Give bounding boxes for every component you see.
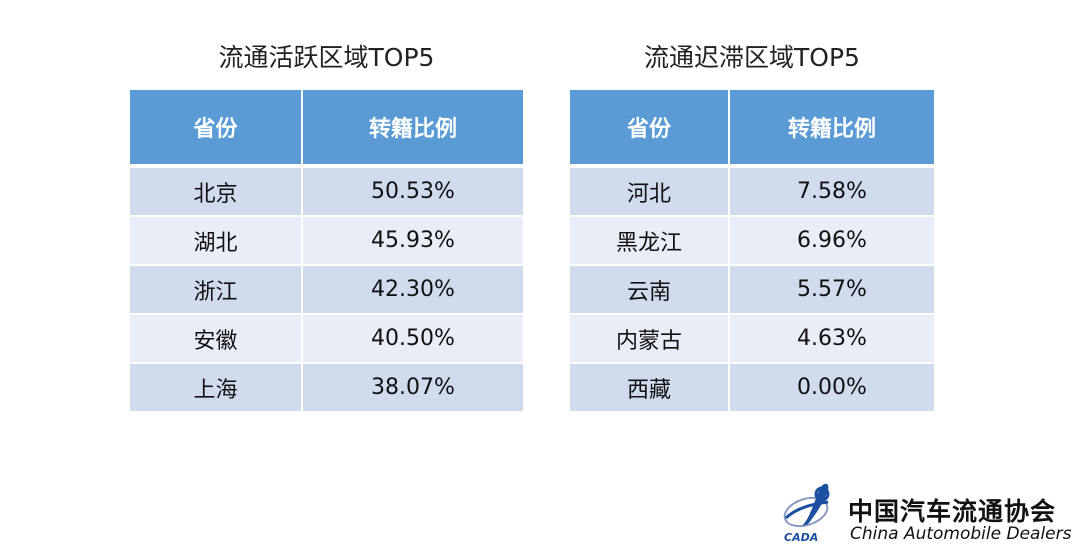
ratio-cell: 40.50% [303,315,523,364]
ratio-cell: 45.93% [303,217,523,266]
table-row: 北京 50.53% [130,168,523,217]
left-table: 省份 转籍比例 北京 50.53% 湖北 45.93% 浙江 42.30% 安徽… [130,90,523,413]
province-cell: 湖北 [130,217,303,266]
header-ratio: 转籍比例 [730,90,934,168]
table-header-row: 省份 转籍比例 [570,90,934,168]
province-cell: 安徽 [130,315,303,364]
province-cell: 云南 [570,266,730,315]
table-row: 河北 7.58% [570,168,934,217]
province-cell: 内蒙古 [570,315,730,364]
province-cell: 河北 [570,168,730,217]
cada-mark-text: CADA [784,531,818,544]
table-row: 安徽 40.50% [130,315,523,364]
table-header-row: 省份 转籍比例 [130,90,523,168]
logo-name-en: China Automobile Dealers [850,524,1072,544]
right-table: 省份 转籍比例 河北 7.58% 黑龙江 6.96% 云南 5.57% 内蒙古 … [570,90,934,413]
ratio-cell: 50.53% [303,168,523,217]
table-row: 黑龙江 6.96% [570,217,934,266]
ratio-cell: 4.63% [730,315,934,364]
cada-emblem-icon: CADA [783,483,830,544]
province-cell: 上海 [130,364,303,413]
cada-logo: CADA 中国汽车流通协会 China Automobile Dealers [780,478,1075,548]
table-row: 西藏 0.00% [570,364,934,413]
province-cell: 黑龙江 [570,217,730,266]
table-row: 上海 38.07% [130,364,523,413]
right-table-title: 流通迟滞区域TOP5 [644,43,860,72]
ratio-cell: 7.58% [730,168,934,217]
ratio-cell: 5.57% [730,266,934,315]
ratio-cell: 42.30% [303,266,523,315]
header-ratio: 转籍比例 [303,90,523,168]
province-cell: 北京 [130,168,303,217]
province-cell: 西藏 [570,364,730,413]
left-table-title: 流通活跃区域TOP5 [218,43,435,72]
ratio-cell: 38.07% [303,364,523,413]
ratio-cell: 0.00% [730,364,934,413]
table-row: 云南 5.57% [570,266,934,315]
header-province: 省份 [130,90,303,168]
table-row: 湖北 45.93% [130,217,523,266]
ratio-cell: 6.96% [730,217,934,266]
province-cell: 浙江 [130,266,303,315]
table-row: 浙江 42.30% [130,266,523,315]
logo-name-cn: 中国汽车流通协会 [848,497,1057,526]
table-row: 内蒙古 4.63% [570,315,934,364]
header-province: 省份 [570,90,730,168]
